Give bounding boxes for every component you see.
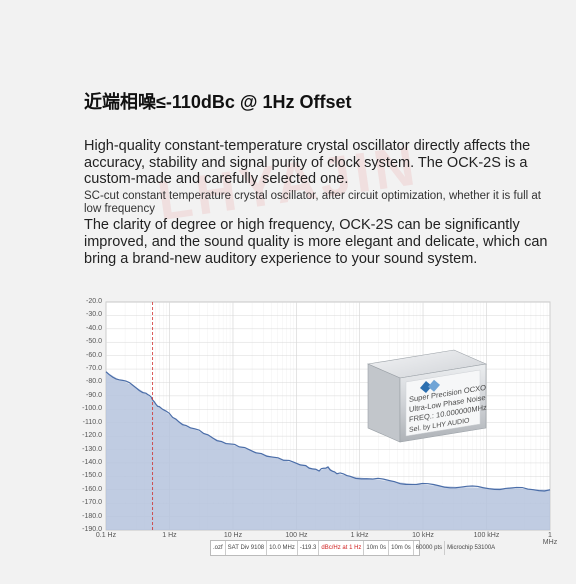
legend-cell: 10.0 MHz: [267, 541, 298, 555]
y-tick-label: -90.0: [82, 392, 102, 399]
x-tick-label: 0.1 Hz: [96, 532, 116, 539]
y-tick-label: -180.0: [82, 513, 102, 520]
x-tick-label: 1 kHz: [351, 532, 369, 539]
chart-legend-strip: .ozfSAT Div 910810.0 MHz-119.3dBc/Hz at …: [210, 540, 420, 556]
paragraph-2-small: SC-cut constant temperature crystal osci…: [84, 190, 554, 216]
legend-cell: -119.3: [298, 541, 320, 555]
y-tick-label: -160.0: [82, 486, 102, 493]
x-tick-label: 100 Hz: [285, 532, 307, 539]
legend-cell: Microchip 53100A: [445, 541, 497, 555]
y-tick-label: -50.0: [82, 338, 102, 345]
legend-cell: .ozf: [211, 541, 226, 555]
paragraph-1: High-quality constant-temperature crysta…: [84, 138, 554, 188]
y-tick-label: -170.0: [82, 499, 102, 506]
text-content: 近端相噪≤-110dBc @ 1Hz Offset High-quality c…: [84, 88, 554, 268]
x-tick-label: 1 MHz: [543, 532, 557, 546]
y-tick-label: -70.0: [82, 365, 102, 372]
x-tick-label: 10 kHz: [412, 532, 434, 539]
y-tick-label: -150.0: [82, 472, 102, 479]
y-tick-label: -40.0: [82, 325, 102, 332]
y-tick-label: -140.0: [82, 459, 102, 466]
y-tick-label: -30.0: [82, 311, 102, 318]
legend-cell: 10m 0s: [364, 541, 389, 555]
ocxo-module-illustration: Super Precision OCXO Ultra-Low Phase Noi…: [354, 342, 494, 450]
x-tick-label: 100 kHz: [474, 532, 500, 539]
y-tick-label: -110.0: [82, 419, 102, 426]
paragraph-3: The clarity of degree or high frequency,…: [84, 217, 554, 267]
x-tick-label: 1 Hz: [162, 532, 176, 539]
legend-cell: SAT Div 9108: [226, 541, 267, 555]
y-tick-label: -20.0: [82, 298, 102, 305]
legend-cell: 10m 0s: [389, 541, 414, 555]
legend-cell: 60000 pts: [414, 541, 445, 555]
y-tick-label: -100.0: [82, 405, 102, 412]
headline: 近端相噪≤-110dBc @ 1Hz Offset: [84, 88, 554, 114]
y-tick-label: -80.0: [82, 378, 102, 385]
x-tick-label: 10 Hz: [224, 532, 242, 539]
y-tick-label: -130.0: [82, 446, 102, 453]
y-tick-label: -120.0: [82, 432, 102, 439]
legend-cell: dBc/Hz at 1 Hz: [319, 541, 364, 555]
y-tick-label: -60.0: [82, 352, 102, 359]
